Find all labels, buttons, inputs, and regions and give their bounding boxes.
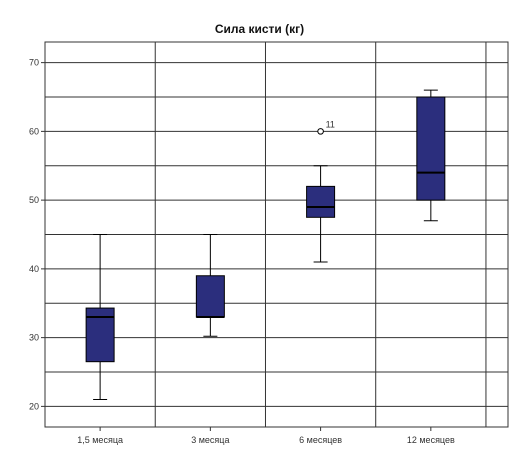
chart-title: Сила кисти (кг) <box>214 22 305 36</box>
outlier-point <box>317 128 324 135</box>
y-tick-label: 30 <box>29 333 39 343</box>
y-tick-label: 40 <box>29 264 39 274</box>
box-group <box>195 234 225 337</box>
plot-frame <box>44 41 509 428</box>
plot-border <box>44 41 509 428</box>
box <box>195 275 225 318</box>
outlier-label: 11 <box>326 119 335 129</box>
y-tick-label: 50 <box>29 195 39 205</box>
gridlines <box>45 42 508 427</box>
x-tick-label: 12 месяцев <box>407 435 455 445</box>
x-tick-label: 1,5 месяца <box>77 435 123 445</box>
y-tick-label: 70 <box>29 58 39 68</box>
box <box>416 96 446 201</box>
box-group: 11 <box>306 119 336 263</box>
box-group <box>416 89 446 222</box>
box <box>306 185 336 218</box>
y-axis: 20 30 40 50 60 70 <box>29 58 45 411</box>
y-tick-label: 20 <box>29 401 39 411</box>
boxes: 11 <box>85 89 446 400</box>
box-group <box>85 234 115 400</box>
x-tick-label: 6 месяцев <box>299 435 342 445</box>
y-tick-label: 60 <box>29 126 39 136</box>
x-tick-label: 3 месяца <box>191 435 229 445</box>
x-axis: 1,5 месяца 3 месяца 6 месяцев 12 месяцев <box>77 427 455 445</box>
